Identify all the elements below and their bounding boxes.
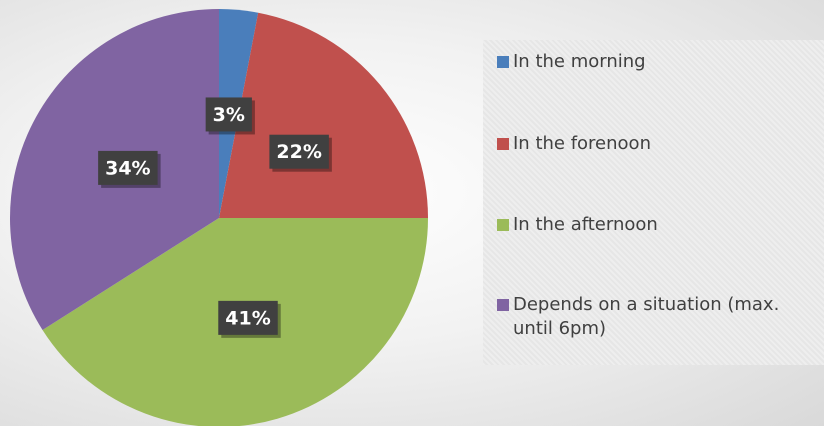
legend: In the morning In the forenoon In the afte… — [483, 40, 824, 365]
data-label-text: 34% — [105, 157, 150, 179]
legend-item: In the afternoon — [497, 213, 807, 237]
legend-item: In the morning — [497, 50, 807, 74]
data-label-box — [269, 134, 329, 169]
data-label-text: 41% — [225, 307, 270, 329]
data-label-box — [98, 150, 158, 185]
data-label-box — [205, 97, 252, 132]
legend-label: In the forenoon — [513, 133, 651, 154]
data-label: 41% — [218, 300, 281, 338]
data-label: 22% — [269, 134, 332, 172]
data-label: 3% — [205, 97, 255, 135]
legend-label: Depends on a situation (max. until 6pm) — [513, 294, 780, 339]
data-label-box — [218, 300, 278, 335]
legend-swatch — [497, 56, 509, 68]
legend-item: In the forenoon — [497, 132, 807, 156]
data-label-text: 22% — [276, 141, 321, 163]
legend-label: In the morning — [513, 51, 646, 72]
legend-swatch — [497, 299, 509, 311]
data-label-text: 3% — [213, 104, 245, 126]
legend-swatch — [497, 219, 509, 231]
data-label: 34% — [98, 150, 161, 188]
legend-swatch — [497, 138, 509, 150]
legend-item: Depends on a situation (max. until 6pm) — [497, 293, 807, 341]
legend-label: In the afternoon — [513, 214, 658, 235]
